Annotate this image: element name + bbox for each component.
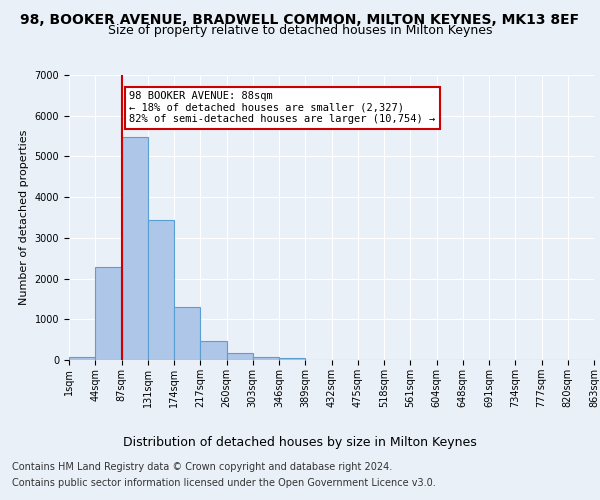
Bar [253,356,279,360]
Text: 98 BOOKER AVENUE: 88sqm
← 18% of detached houses are smaller (2,327)
82% of semi: 98 BOOKER AVENUE: 88sqm ← 18% of detache… [130,92,436,124]
Bar [174,306,200,360]
Bar [227,354,253,360]
Bar [95,267,121,360]
Text: Size of property relative to detached houses in Milton Keynes: Size of property relative to detached ho… [108,24,492,37]
Bar [279,358,305,360]
Text: Contains HM Land Registry data © Crown copyright and database right 2024.: Contains HM Land Registry data © Crown c… [12,462,392,472]
Y-axis label: Number of detached properties: Number of detached properties [19,130,29,305]
Text: Distribution of detached houses by size in Milton Keynes: Distribution of detached houses by size … [123,436,477,449]
Bar [200,342,227,360]
Bar [69,357,95,360]
Bar [121,137,148,360]
Text: 98, BOOKER AVENUE, BRADWELL COMMON, MILTON KEYNES, MK13 8EF: 98, BOOKER AVENUE, BRADWELL COMMON, MILT… [20,12,580,26]
Text: Contains public sector information licensed under the Open Government Licence v3: Contains public sector information licen… [12,478,436,488]
Bar [148,220,174,360]
